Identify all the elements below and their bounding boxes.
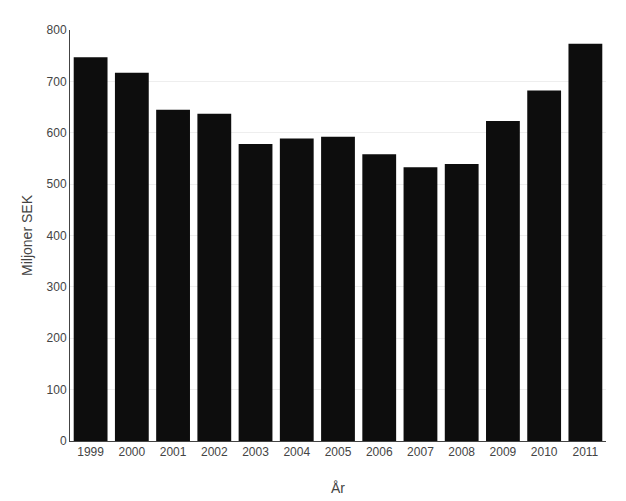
svg-text:500: 500 <box>47 177 67 191</box>
svg-text:Miljoner SEK: Miljoner SEK <box>19 194 35 276</box>
svg-text:200: 200 <box>47 331 67 345</box>
svg-text:2002: 2002 <box>201 445 228 459</box>
svg-text:800: 800 <box>47 23 67 37</box>
svg-text:1999: 1999 <box>77 445 104 459</box>
svg-text:2009: 2009 <box>490 445 517 459</box>
svg-text:2010: 2010 <box>531 445 558 459</box>
svg-text:2000: 2000 <box>118 445 145 459</box>
svg-text:300: 300 <box>47 280 67 294</box>
svg-text:2001: 2001 <box>160 445 187 459</box>
svg-text:2007: 2007 <box>407 445 434 459</box>
svg-text:100: 100 <box>47 383 67 397</box>
svg-text:2011: 2011 <box>572 445 598 459</box>
svg-text:2008: 2008 <box>448 445 475 459</box>
svg-text:2005: 2005 <box>325 445 352 459</box>
svg-text:700: 700 <box>47 75 67 89</box>
svg-text:0: 0 <box>60 434 67 448</box>
svg-text:2003: 2003 <box>242 445 269 459</box>
svg-text:600: 600 <box>47 126 67 140</box>
svg-text:400: 400 <box>47 229 67 243</box>
svg-text:2006: 2006 <box>366 445 393 459</box>
svg-text:År: År <box>331 480 345 496</box>
svg-text:2004: 2004 <box>283 445 310 459</box>
